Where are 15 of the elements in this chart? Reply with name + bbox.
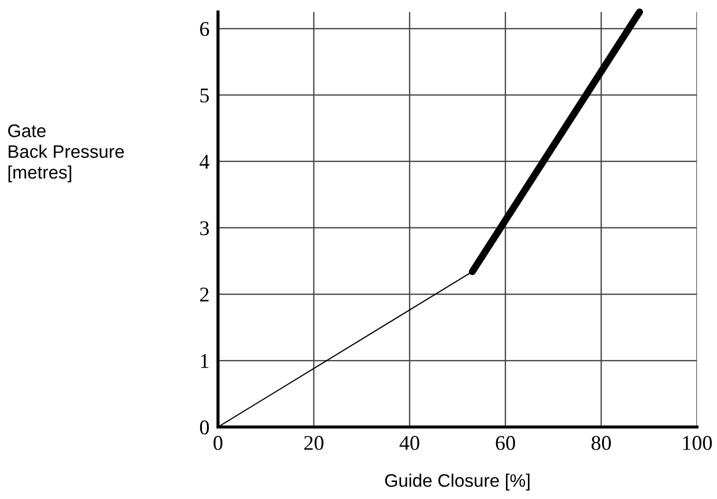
y-tick-label: 2 (200, 288, 209, 302)
y-tick-label: 1 (201, 354, 208, 368)
y-tick-label: 6 (200, 22, 210, 36)
y-tick-label: 4 (200, 154, 210, 169)
y-tick-label: 3 (200, 221, 209, 236)
x-tick-label: 60 (496, 436, 516, 450)
y-axis-title: Gate Back Pressure [metres] (8, 124, 124, 182)
x-tick-label: 40 (400, 436, 420, 450)
x-axis-title: Guide Closure [%] (385, 474, 530, 490)
y-tick-label: 0 (200, 420, 209, 434)
x-tick-label: 20 (304, 436, 324, 450)
x-tick-label: 80 (592, 436, 611, 450)
x-tick-label: 100 (683, 436, 712, 450)
x-tick-label: 0 (214, 436, 222, 450)
y-tick-label: 5 (200, 88, 209, 102)
